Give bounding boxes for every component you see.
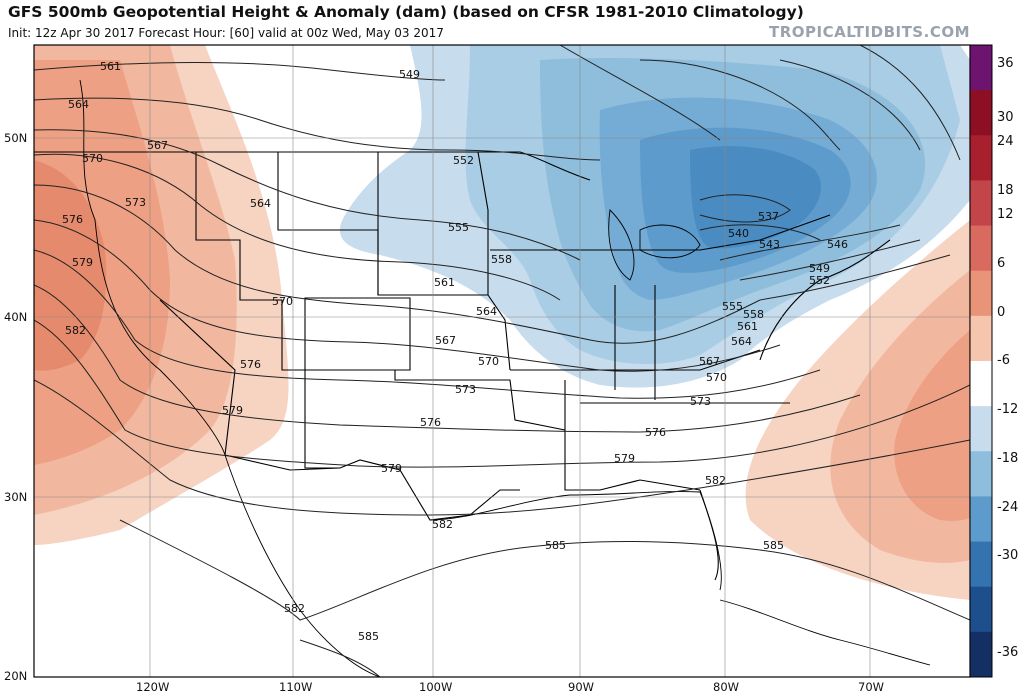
contour-label: 567 <box>147 139 168 152</box>
contour-label: 567 <box>435 334 456 347</box>
colorbar-swatch <box>970 361 992 407</box>
colorbar-label: 24 <box>997 134 1014 149</box>
negative-anomaly <box>339 45 970 388</box>
map-title: GFS 500mb Geopotential Height & Anomaly … <box>8 3 804 21</box>
contour-label: 573 <box>125 196 146 209</box>
contour-label: 549 <box>399 68 420 81</box>
contour-label: 564 <box>731 335 752 348</box>
height-contours <box>34 45 970 677</box>
contour-label: 552 <box>453 154 474 167</box>
lon-label-110w: 110W <box>279 680 313 694</box>
lon-label-80w: 80W <box>713 680 740 694</box>
contour-label: 582 <box>432 518 453 531</box>
colorbar-label: 36 <box>997 56 1014 71</box>
contour-label: 582 <box>284 602 305 615</box>
contour-label: 576 <box>645 426 666 439</box>
colorbar-label: -24 <box>997 500 1019 515</box>
colorbar-swatch <box>970 270 992 317</box>
colorbar-swatch <box>970 631 992 678</box>
contour-label: 552 <box>809 274 830 287</box>
lon-label-120w: 120W <box>136 680 170 694</box>
contour-label: 570 <box>82 152 103 165</box>
contour-label: 537 <box>758 210 779 223</box>
contour-label: 558 <box>491 253 512 266</box>
graticule <box>34 45 970 677</box>
contour-label: 558 <box>743 308 764 321</box>
colorbar-swatch <box>970 541 992 588</box>
contour-label: 561 <box>100 60 121 73</box>
site-credit: TROPICALTIDBITS.COM <box>769 23 970 41</box>
colorbar-swatch <box>970 451 992 497</box>
colorbar-swatch <box>970 225 992 272</box>
colorbar <box>970 45 992 678</box>
colorbar-label: -18 <box>997 451 1019 466</box>
colorbar-label: -12 <box>997 402 1019 417</box>
contour-label: 585 <box>358 630 379 643</box>
contour-label: 546 <box>827 238 848 251</box>
colorbar-label: 30 <box>997 110 1014 125</box>
political-borders <box>34 151 891 581</box>
colorbar-label: -30 <box>997 548 1019 563</box>
colorbar-swatch <box>970 45 992 91</box>
contour-label: 570 <box>478 355 499 368</box>
colorbar-label: 12 <box>997 207 1014 222</box>
contour-label: 576 <box>62 213 83 226</box>
lat-label-50n: 50N <box>4 131 28 145</box>
contour-labels: 561 564 567 570 573 564 576 579 570 582 … <box>62 60 848 643</box>
colorbar-swatch <box>970 406 992 452</box>
colorbar-swatch <box>970 586 992 633</box>
lat-label-30n: 30N <box>4 490 28 504</box>
contour-label: 573 <box>455 383 476 396</box>
contour-label: 564 <box>250 197 271 210</box>
colorbar-label: 6 <box>997 256 1006 271</box>
contour-label: 576 <box>240 358 261 371</box>
contour-label: 567 <box>699 355 720 368</box>
map-subtitle: Init: 12z Apr 30 2017 Forecast Hour: [60… <box>8 26 444 40</box>
lon-label-90w: 90W <box>568 680 595 694</box>
contour-label: 576 <box>420 416 441 429</box>
colorbar-frame <box>969 44 993 678</box>
contour-label: 570 <box>272 295 293 308</box>
contour-label: 561 <box>737 320 758 333</box>
contour-label: 579 <box>222 404 243 417</box>
colorbar-swatch <box>970 180 992 227</box>
contour-label: 585 <box>763 539 784 552</box>
contour-label: 579 <box>614 452 635 465</box>
colorbar-label: 0 <box>997 305 1006 320</box>
lat-label-20n: 20N <box>4 669 28 683</box>
colorbar-label: -6 <box>997 353 1010 368</box>
contour-label: 564 <box>68 98 89 111</box>
contour-label: 555 <box>448 221 469 234</box>
contour-label: 543 <box>759 238 780 251</box>
contour-label: 561 <box>434 276 455 289</box>
contour-label: 573 <box>690 395 711 408</box>
contour-label: 585 <box>545 539 566 552</box>
coastlines <box>79 79 931 677</box>
contour-label: 555 <box>722 300 743 313</box>
colorbar-swatch <box>970 496 992 543</box>
contour-label: 549 <box>809 262 830 275</box>
colorbar-swatch <box>970 90 992 136</box>
colorbar-swatch <box>970 135 992 181</box>
colorbar-label: 18 <box>997 183 1014 198</box>
contour-label: 564 <box>476 305 497 318</box>
contour-label: 582 <box>705 474 726 487</box>
lon-label-70w: 70W <box>858 680 885 694</box>
contour-label: 570 <box>706 371 727 384</box>
contour-label: 582 <box>65 324 86 337</box>
colorbar-label: -36 <box>997 645 1019 660</box>
contour-label: 579 <box>72 256 93 269</box>
contour-label: 540 <box>728 227 749 240</box>
contour-label: 579 <box>381 462 402 475</box>
colorbar-swatch <box>970 315 992 362</box>
lat-label-40n: 40N <box>4 310 28 324</box>
lon-label-100w: 100W <box>419 680 453 694</box>
positive-anomaly-east <box>745 220 970 600</box>
